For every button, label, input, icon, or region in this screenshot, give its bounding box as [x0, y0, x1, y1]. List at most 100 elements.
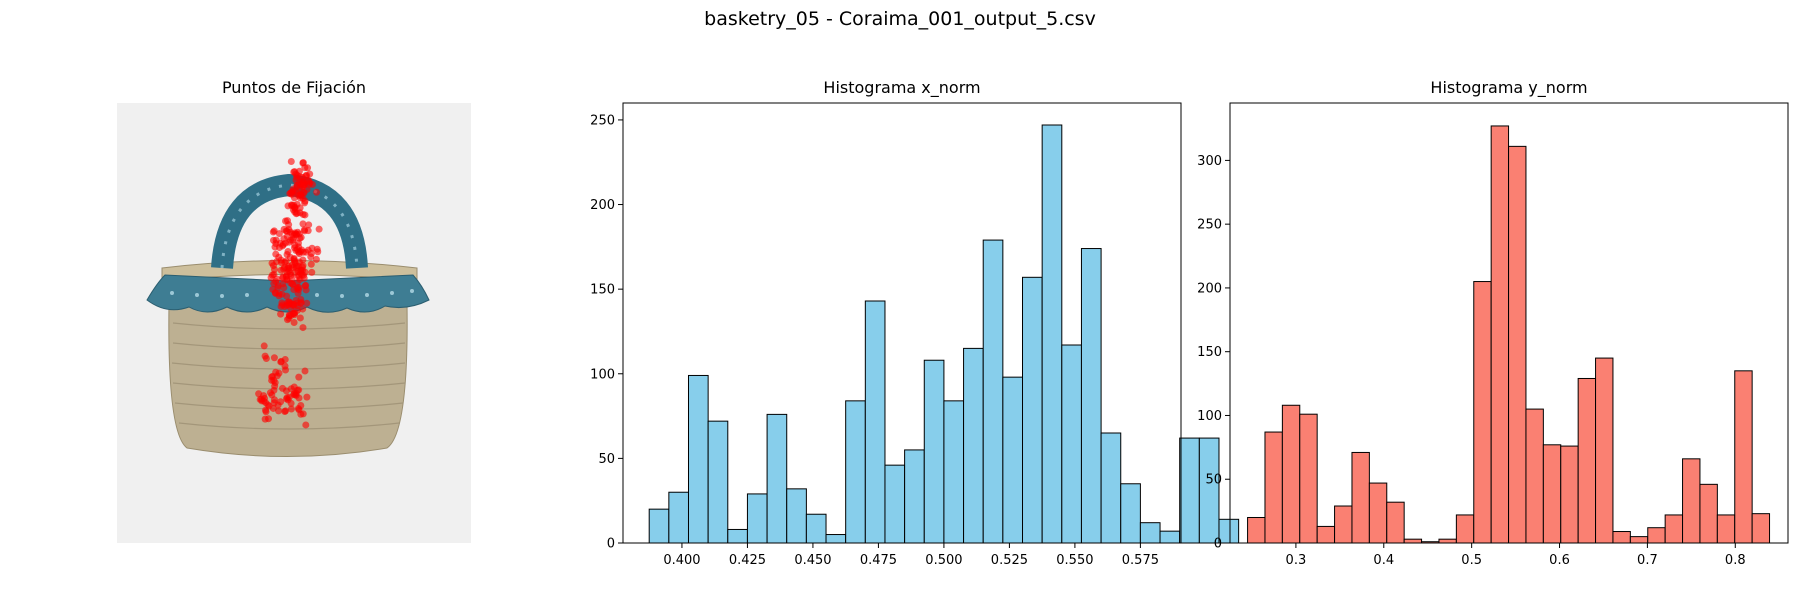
histogram-y-xtick-label: 0.7: [1637, 553, 1658, 568]
histogram-x-ytick-label: 0: [607, 537, 615, 552]
histogram-x-xtick-label: 0.450: [794, 553, 831, 568]
fixation-point: [296, 194, 304, 202]
fixation-point: [284, 248, 292, 256]
basket-fixation-image: [117, 103, 471, 543]
histogram-x-axes-frame: [622, 102, 1182, 544]
fixation-point: [297, 233, 305, 241]
fixation-point: [269, 228, 277, 236]
histogram-x-xtick-label: 0.400: [663, 553, 700, 568]
fixation-point: [303, 299, 311, 307]
fixation-point: [283, 217, 291, 225]
histogram-y-bar: [1612, 531, 1631, 544]
histogram-y-bar: [1438, 538, 1457, 544]
fixation-point: [295, 250, 303, 258]
fixation-point: [306, 179, 314, 187]
fixation-point: [299, 211, 307, 219]
fixation-point: [261, 394, 269, 402]
histogram-y-ytick-label: 250: [1197, 218, 1222, 233]
fixation-point: [277, 357, 285, 365]
histogram-y-ytick-label: 200: [1197, 281, 1222, 296]
histogram-y-bar: [1247, 516, 1266, 544]
fixation-point: [280, 225, 288, 233]
fixation-point: [307, 260, 315, 268]
fixation-point: [270, 377, 278, 385]
fixation-point: [288, 261, 296, 269]
fixation-point: [289, 236, 297, 244]
histogram-y-bar: [1316, 525, 1336, 544]
fixation-point: [275, 369, 283, 377]
fixation-point: [306, 170, 314, 178]
histogram-y-bar: [1595, 357, 1614, 544]
fixation-point: [295, 373, 303, 381]
fixation-point: [313, 245, 321, 253]
histogram-y-xtick-label: 0.8: [1725, 553, 1746, 568]
fixation-point: [269, 285, 277, 293]
histogram-y-bar: [1281, 404, 1301, 544]
fixation-point: [303, 393, 311, 401]
fixation-point: [275, 290, 283, 298]
fixation-point: [308, 268, 316, 276]
histogram-y-bar: [1682, 458, 1701, 544]
fixation-point: [280, 284, 288, 292]
fixation-point: [298, 173, 306, 181]
fixation-point: [270, 396, 278, 404]
fixation-point: [287, 385, 295, 393]
fixation-point: [288, 280, 296, 288]
histogram-y-xtick-label: 0.6: [1549, 553, 1570, 568]
histogram-y-bar: [1264, 431, 1283, 544]
histogram-y-bar: [1716, 514, 1736, 544]
fixation-point: [307, 250, 315, 258]
histogram-y-bar: [1403, 538, 1423, 544]
histogram-y-bar: [1751, 513, 1771, 544]
figure-title: basketry_05 - Coraima_001_output_5.csv: [704, 8, 1096, 30]
histogram-y-bar: [1334, 505, 1353, 544]
fixation-point: [277, 302, 285, 310]
histogram-y-ytick-label: 0: [1214, 537, 1222, 552]
fixation-point: [305, 221, 313, 229]
fixation-point: [261, 415, 269, 423]
chart-title-x: Histograma x_norm: [823, 78, 981, 97]
fixation-point: [312, 255, 320, 263]
fixation-point: [296, 314, 304, 322]
histogram-x-ytick-label: 200: [590, 198, 615, 213]
fixation-point: [299, 324, 307, 332]
chart-title-y: Histograma y_norm: [1430, 78, 1588, 97]
histogram-y-ytick-label: 300: [1197, 154, 1222, 169]
fixation-point: [270, 354, 278, 362]
fixation-image-panel: [117, 103, 471, 543]
fixation-point: [279, 241, 287, 249]
fixation-point: [299, 220, 307, 228]
basket-handle: [211, 173, 368, 269]
histogram-y-bar: [1577, 377, 1597, 544]
histogram-y-bar: [1734, 370, 1753, 544]
fixation-point: [295, 386, 303, 394]
histogram-x-ytick-label: 250: [590, 113, 615, 128]
basket-body: [168, 302, 408, 457]
fixation-point: [294, 262, 302, 270]
fixation-point: [287, 405, 295, 413]
fixation-point: [269, 236, 277, 244]
histogram-y-ytick-label: 50: [1205, 473, 1222, 488]
fixation-point: [292, 391, 300, 399]
fixation-point: [294, 306, 302, 314]
fixation-point: [275, 407, 283, 415]
histogram-y-bar: [1455, 514, 1475, 544]
fixation-point: [295, 406, 303, 414]
histogram-x: 0.400 0.425 0.450 0.475 0.500 0.525 0.550 0.575…: [590, 102, 1240, 568]
fixation-point: [261, 352, 269, 360]
fixation-point: [302, 421, 310, 429]
histogram-x-xtick-label: 0.475: [860, 553, 897, 568]
fixation-point: [282, 407, 290, 415]
histogram-y-bar: [1629, 536, 1649, 544]
fixation-point: [278, 259, 286, 267]
histogram-y-bar: [1490, 125, 1510, 544]
fixation-point: [289, 187, 297, 195]
histogram-y-ytick-label: 150: [1197, 345, 1222, 360]
histogram-x-ytick-label: 100: [590, 367, 615, 382]
histogram-x-ytick-label: 50: [598, 452, 615, 467]
fixation-point: [301, 367, 309, 375]
image-panel-title: Puntos de Fijación: [221, 78, 367, 97]
histogram-y: 0.3 0.4 0.5 0.6 0.7 0.8 0 50 100 150 200 250 300: [1197, 102, 1789, 568]
histogram-x-xtick-label: 0.500: [925, 553, 962, 568]
